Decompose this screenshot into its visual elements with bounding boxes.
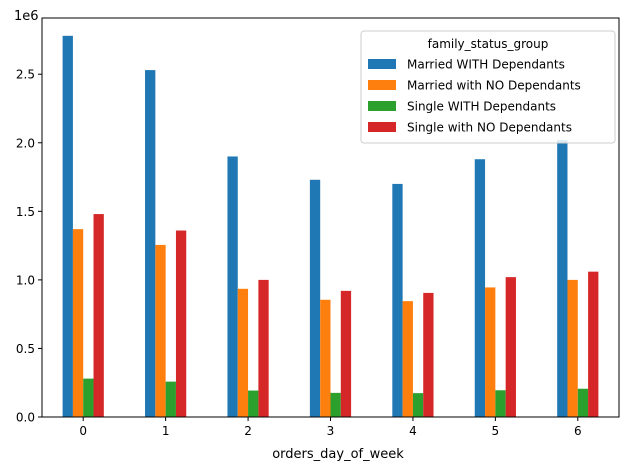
bar-series-1-category-6 bbox=[567, 279, 578, 417]
x-tick-label-6: 6 bbox=[574, 424, 582, 438]
bar-series-0-category-4 bbox=[392, 183, 403, 417]
legend-swatch-0 bbox=[368, 59, 396, 69]
bar-series-2-category-5 bbox=[495, 390, 506, 417]
bar-series-1-category-0 bbox=[72, 229, 84, 417]
x-tick-label-3: 3 bbox=[327, 424, 335, 438]
x-tick-label-1: 1 bbox=[162, 424, 170, 438]
bar-series-0-category-2 bbox=[227, 156, 238, 418]
bar-series-2-category-4 bbox=[412, 393, 424, 417]
bar-series-3-category-5 bbox=[505, 277, 516, 417]
ticks-layer: 0.0 0.5 1.0 1.5 2.0 2.5 0 1 2 3 4 5 6 bbox=[16, 68, 582, 438]
x-axis-label: orders_day_of_week bbox=[272, 447, 404, 462]
y-tick-label-3: 1.5 bbox=[16, 205, 35, 219]
bar-series-1-category-4 bbox=[402, 301, 413, 417]
x-tick-label-0: 0 bbox=[79, 424, 87, 438]
bar-series-3-category-0 bbox=[93, 214, 104, 417]
legend-label-1: Married with NO Dependants bbox=[407, 79, 581, 93]
bar-series-3-category-6 bbox=[588, 271, 599, 417]
bar-series-1-category-5 bbox=[485, 287, 496, 417]
legend-label-0: Married WITH Dependants bbox=[407, 58, 565, 72]
legend-title: family_status_group bbox=[428, 37, 549, 51]
bar-series-3-category-3 bbox=[340, 290, 352, 417]
y-tick-label-4: 2.0 bbox=[16, 136, 35, 150]
legend-items: Married WITH Dependants Married with NO D… bbox=[368, 58, 581, 135]
legend-frame bbox=[360, 30, 616, 144]
bar-series-2-category-6 bbox=[577, 388, 589, 417]
legend-label-3: Single with NO Dependants bbox=[407, 121, 572, 135]
legend-swatch-3 bbox=[368, 122, 396, 132]
legend-swatch-1 bbox=[368, 80, 396, 90]
y-tick-label-2: 1.0 bbox=[16, 273, 35, 287]
bar-series-2-category-1 bbox=[165, 381, 176, 417]
bar-series-0-category-5 bbox=[474, 159, 486, 418]
y-axis-offset-label: 1e6 bbox=[14, 9, 39, 24]
bar-series-3-category-2 bbox=[258, 279, 269, 417]
legend: family_status_group Married WITH Dependa… bbox=[360, 30, 616, 144]
bars-layer bbox=[62, 35, 599, 418]
y-tick-label-1: 0.5 bbox=[16, 342, 35, 356]
bar-series-1-category-2 bbox=[237, 288, 249, 417]
legend-label-2: Single WITH Dependants bbox=[407, 100, 556, 114]
bar-series-0-category-6 bbox=[557, 140, 568, 417]
bar-series-2-category-3 bbox=[330, 392, 341, 417]
bar-series-3-category-1 bbox=[175, 230, 187, 417]
x-tick-label-2: 2 bbox=[244, 424, 252, 438]
x-tick-label-5: 5 bbox=[492, 424, 500, 438]
x-tick-label-4: 4 bbox=[409, 424, 417, 438]
legend-swatch-2 bbox=[368, 101, 396, 111]
bar-series-2-category-2 bbox=[248, 390, 259, 417]
y-tick-label-5: 2.5 bbox=[16, 68, 35, 82]
bar-series-1-category-1 bbox=[155, 244, 166, 417]
bar-series-1-category-3 bbox=[320, 299, 331, 417]
bar-series-3-category-4 bbox=[423, 292, 434, 417]
bar-series-0-category-1 bbox=[145, 70, 156, 417]
bar-series-0-category-0 bbox=[62, 35, 73, 417]
bar-series-2-category-0 bbox=[83, 378, 94, 417]
y-tick-label-0: 0.0 bbox=[16, 411, 35, 425]
bar-series-0-category-3 bbox=[309, 179, 321, 417]
